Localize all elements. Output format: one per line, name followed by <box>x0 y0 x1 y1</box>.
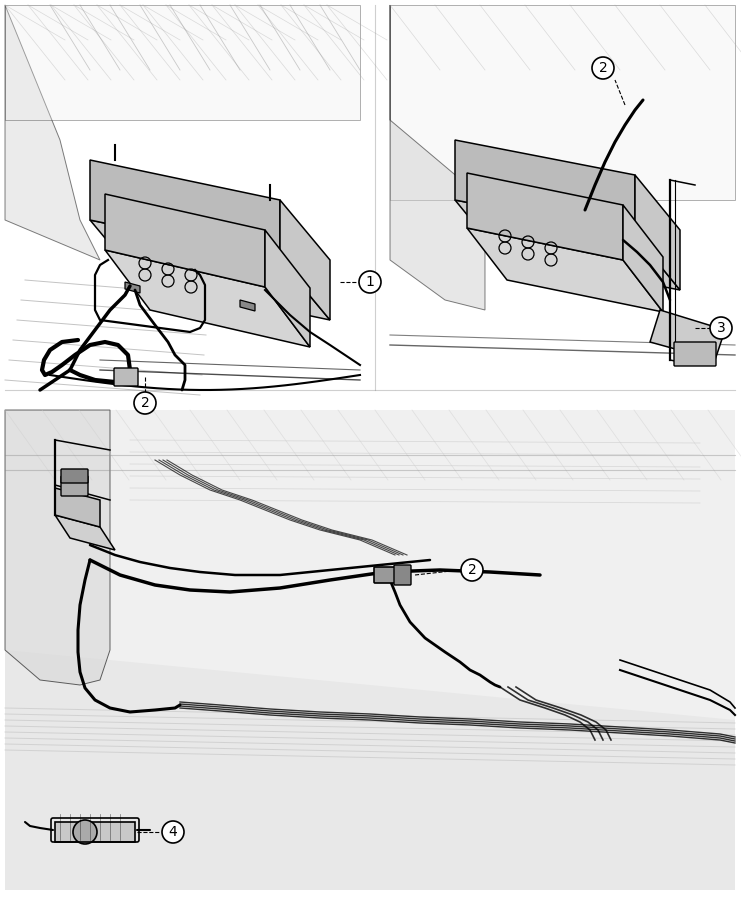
Text: 2: 2 <box>141 396 150 410</box>
Polygon shape <box>5 410 110 685</box>
Text: 1: 1 <box>365 275 374 289</box>
FancyBboxPatch shape <box>394 565 411 585</box>
Polygon shape <box>125 282 140 293</box>
FancyBboxPatch shape <box>114 368 138 386</box>
Polygon shape <box>55 515 115 550</box>
Polygon shape <box>5 5 360 120</box>
Polygon shape <box>55 822 135 842</box>
Text: 4: 4 <box>169 825 177 839</box>
Polygon shape <box>455 140 635 235</box>
FancyBboxPatch shape <box>374 567 396 583</box>
Circle shape <box>162 821 184 843</box>
Polygon shape <box>265 230 310 347</box>
Polygon shape <box>90 160 280 260</box>
FancyBboxPatch shape <box>61 469 88 483</box>
FancyBboxPatch shape <box>674 342 716 366</box>
FancyBboxPatch shape <box>61 476 88 496</box>
Polygon shape <box>390 5 485 310</box>
Polygon shape <box>5 410 735 890</box>
Polygon shape <box>90 220 330 320</box>
Polygon shape <box>650 310 725 360</box>
Polygon shape <box>5 5 100 260</box>
Circle shape <box>592 57 614 79</box>
Polygon shape <box>105 250 310 347</box>
Polygon shape <box>5 650 735 890</box>
Polygon shape <box>240 300 255 311</box>
Polygon shape <box>635 175 680 290</box>
Circle shape <box>359 271 381 293</box>
Polygon shape <box>105 194 265 287</box>
Circle shape <box>134 392 156 414</box>
Text: 3: 3 <box>717 321 725 335</box>
Polygon shape <box>55 488 100 527</box>
Polygon shape <box>280 200 330 320</box>
Polygon shape <box>467 228 663 312</box>
Circle shape <box>73 820 97 844</box>
Polygon shape <box>455 200 680 290</box>
Polygon shape <box>390 5 735 200</box>
Polygon shape <box>623 205 663 312</box>
Circle shape <box>710 317 732 339</box>
Text: 2: 2 <box>599 61 608 75</box>
Text: 2: 2 <box>468 563 476 577</box>
Circle shape <box>461 559 483 581</box>
Polygon shape <box>467 173 623 260</box>
